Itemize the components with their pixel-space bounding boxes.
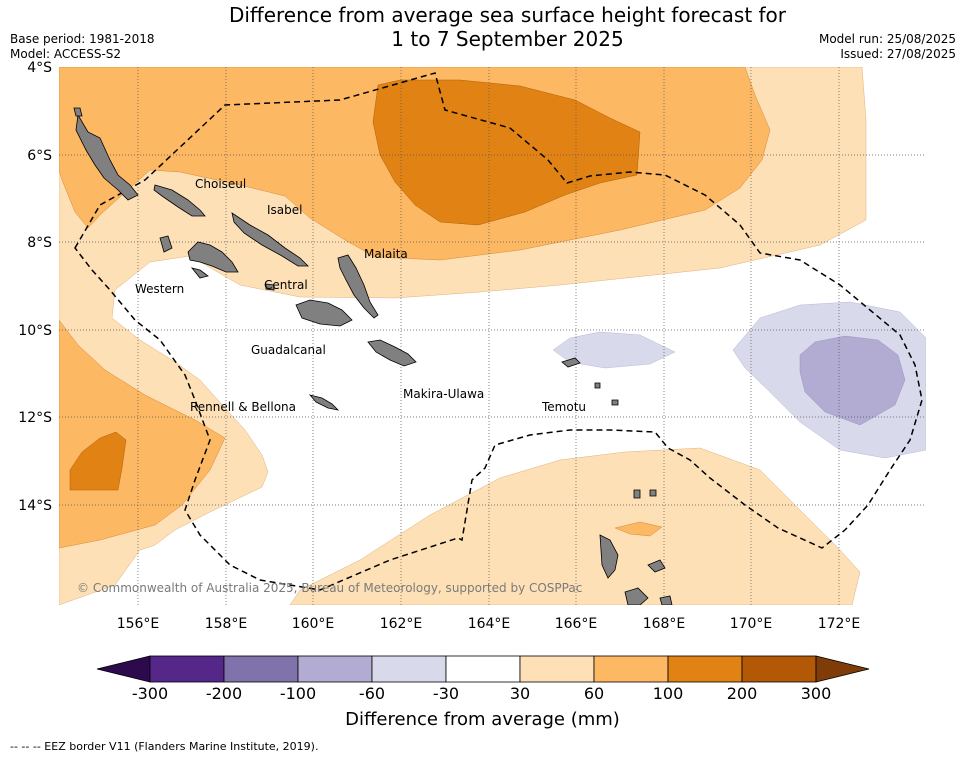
- colorbar-segment-8: [667, 655, 743, 683]
- map-area: Choiseul Isabel Malaita Western Central …: [59, 60, 926, 605]
- meta-left: Base period: 1981-2018 Model: ACCESS-S2: [10, 32, 155, 62]
- lat-tick-6s: 6°S: [27, 148, 52, 164]
- label-makira-ulawa: Makira-Ulawa: [403, 387, 484, 401]
- small-island-temotu: [594, 382, 601, 389]
- lon-tick-168e: 168°E: [643, 616, 686, 632]
- map-figure: Choiseul Isabel Malaita Western Central …: [18, 60, 926, 703]
- ambae-island: [647, 559, 666, 573]
- colorbar-segment-7: [593, 655, 669, 683]
- small-island-central: [265, 283, 275, 291]
- bougainville-island: [75, 113, 139, 201]
- colorbar-segment-5: [445, 655, 521, 683]
- anomaly-zone-minus30-60-central: [552, 331, 676, 369]
- lon-tick-162e: 162°E: [380, 616, 423, 632]
- pentecost-island: [659, 595, 673, 605]
- label-choiseul: Choiseul: [195, 177, 246, 191]
- lon-tick-166e: 166°E: [555, 616, 598, 632]
- title-line-1: Difference from average sea surface heig…: [228, 3, 787, 27]
- land-masses: [73, 60, 673, 605]
- lon-tick-172e: 172°E: [818, 616, 861, 632]
- anomaly-zone-60-100-southwest: [59, 319, 226, 549]
- model-name: Model: ACCESS-S2: [10, 47, 122, 61]
- label-rennell-bellona: Rennell & Bellona: [190, 400, 296, 414]
- colorbar-over-arrow: [815, 655, 870, 683]
- colorbar-label-2: -200: [206, 684, 242, 703]
- guadalcanal-island: [295, 299, 353, 327]
- colorbar-segment-6: [519, 655, 595, 683]
- banks-islands: [649, 489, 657, 497]
- colorbar-segment-4: [371, 655, 447, 683]
- lat-tick-12s: 12°S: [18, 410, 52, 426]
- colorbar: -300 -200 -100 -60 -30 30 60 100 200 300: [96, 655, 870, 703]
- model-run: Model run: 25/08/2025: [818, 32, 956, 46]
- anomaly-zone-30-60-south: [289, 447, 861, 605]
- label-guadalcanal: Guadalcanal: [251, 343, 326, 357]
- colorbar-label-9: 200: [727, 684, 758, 703]
- malekula-island: [624, 587, 649, 605]
- colorbar-title: Difference from average (mm): [345, 709, 620, 730]
- base-period: Base period: 1981-2018: [10, 32, 155, 46]
- santa-cruz-island: [561, 357, 581, 368]
- colorbar-segment-1: [149, 655, 225, 683]
- colorbar-segment-2: [223, 655, 299, 683]
- colorbar-label-10: 300: [801, 684, 832, 703]
- rennell-island: [308, 394, 340, 411]
- copyright-notice: © Commonwealth of Australia 2025, Bureau…: [77, 581, 582, 595]
- colorbar-label-7: 60: [584, 684, 604, 703]
- meta-right: Model run: 25/08/2025 Issued: 27/08/2025: [819, 32, 956, 62]
- espiritu-santo-island: [599, 534, 619, 579]
- label-central: Central: [264, 278, 308, 292]
- torres-islands: [633, 489, 641, 499]
- label-temotu: Temotu: [541, 400, 586, 414]
- small-island-temotu-2: [611, 399, 619, 406]
- lon-tick-158e: 158°E: [205, 616, 248, 632]
- lat-tick-14s: 14°S: [18, 498, 52, 514]
- buka-island: [73, 107, 83, 117]
- label-isabel: Isabel: [267, 203, 302, 217]
- colorbar-under-arrow: [96, 655, 151, 683]
- lon-tick-164e: 164°E: [468, 616, 511, 632]
- colorbar-segment-9: [741, 655, 817, 683]
- makira-island: [367, 339, 417, 367]
- colorbar-label-8: 100: [653, 684, 684, 703]
- colorbar-label-4: -60: [359, 684, 385, 703]
- colorbar-label-1: -300: [132, 684, 168, 703]
- colorbar-segment-3: [297, 655, 373, 683]
- lat-tick-10s: 10°S: [18, 323, 52, 339]
- title-line-2: 1 to 7 September 2025: [391, 27, 624, 51]
- vella-lavella-island: [159, 235, 173, 253]
- colorbar-label-5: -30: [433, 684, 459, 703]
- colorbar-label-6: 30: [510, 684, 530, 703]
- anomaly-zone-100-200-southwest: [69, 431, 127, 491]
- chart-title: Difference from average sea surface heig…: [150, 3, 865, 51]
- label-malaita: Malaita: [364, 247, 408, 261]
- new-georgia-island: [187, 241, 239, 273]
- eez-border: [74, 72, 923, 591]
- choiseul-island: [153, 184, 206, 217]
- lat-tick-4s: 4°S: [27, 60, 52, 76]
- malaita-island: [337, 254, 379, 319]
- colorbar-label-3: -100: [280, 684, 316, 703]
- lat-tick-8s: 8°S: [27, 235, 52, 251]
- ontong-java-atoll: [438, 60, 442, 64]
- rendova-island: [190, 267, 209, 279]
- anomaly-zone-100-200-north: [372, 79, 641, 226]
- anomaly-zone-minus60-100-east: [799, 335, 906, 426]
- lon-tick-160e: 160°E: [292, 616, 335, 632]
- issued-date: Issued: 27/08/2025: [840, 47, 956, 61]
- graticule: [59, 67, 926, 605]
- label-western: Western: [135, 282, 184, 296]
- lon-tick-156e: 156°E: [117, 616, 160, 632]
- anomaly-zone-60-100-south: [614, 521, 663, 537]
- santa-isabel-island: [231, 212, 309, 267]
- lon-tick-170e: 170°E: [730, 616, 773, 632]
- eez-legend-note: -- -- -- EEZ border V11 (Flanders Marine…: [10, 740, 319, 753]
